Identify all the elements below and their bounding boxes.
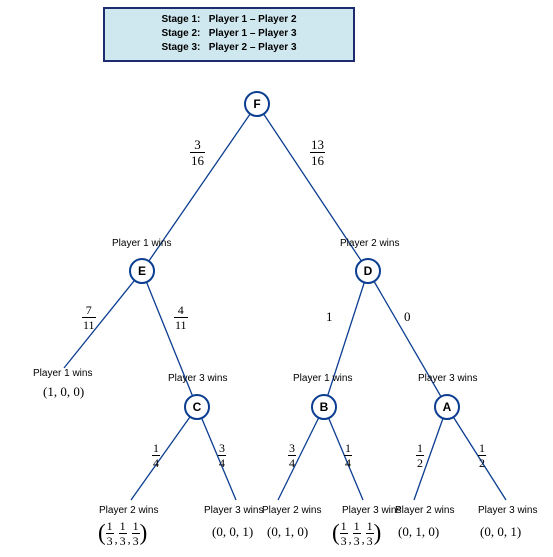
branch-outcome-label: Player 1 wins bbox=[112, 238, 171, 249]
tree-node-A: A bbox=[434, 394, 460, 420]
branch-outcome-label: Player 3 wins bbox=[342, 505, 401, 516]
tree-node-D: D bbox=[355, 258, 381, 284]
tree-edges bbox=[0, 0, 553, 557]
edge-probability: 1 bbox=[326, 309, 333, 325]
payoff-vector: (13,13,13) bbox=[98, 520, 147, 547]
edge-probability: 316 bbox=[190, 138, 205, 167]
tree-node-F: F bbox=[244, 91, 270, 117]
payoff-vector: (0, 0, 1) bbox=[480, 524, 521, 540]
branch-outcome-label: Player 2 wins bbox=[395, 505, 454, 516]
edge-probability: 12 bbox=[478, 442, 486, 469]
branch-outcome-label: Player 1 wins bbox=[293, 373, 352, 384]
edge-probability: 411 bbox=[174, 304, 188, 331]
edge-probability: 14 bbox=[344, 442, 352, 469]
edge-probability: 1316 bbox=[310, 138, 325, 167]
payoff-vector: (13,13,13) bbox=[332, 520, 381, 547]
branch-outcome-label: Player 3 wins bbox=[204, 505, 263, 516]
branch-outcome-label: Player 2 wins bbox=[262, 505, 321, 516]
edge-probability: 12 bbox=[416, 442, 424, 469]
tree-node-B: B bbox=[311, 394, 337, 420]
tree-node-E: E bbox=[129, 258, 155, 284]
edge-probability: 34 bbox=[288, 442, 296, 469]
branch-outcome-label: Player 2 wins bbox=[340, 238, 399, 249]
tree-node-C: C bbox=[184, 394, 210, 420]
branch-outcome-label: Player 3 wins bbox=[478, 505, 537, 516]
payoff-vector: (1, 0, 0) bbox=[43, 384, 84, 400]
branch-outcome-label: Player 2 wins bbox=[99, 505, 158, 516]
branch-outcome-label: Player 3 wins bbox=[168, 373, 227, 384]
edge-probability: 34 bbox=[218, 442, 226, 469]
payoff-vector: (0, 1, 0) bbox=[267, 524, 308, 540]
payoff-vector: (0, 0, 1) bbox=[212, 524, 253, 540]
edge-probability: 711 bbox=[82, 304, 96, 331]
branch-outcome-label: Player 1 wins bbox=[33, 368, 92, 379]
branch-outcome-label: Player 3 wins bbox=[418, 373, 477, 384]
edge-probability: 14 bbox=[152, 442, 160, 469]
edge-probability: 0 bbox=[404, 309, 411, 325]
payoff-vector: (0, 1, 0) bbox=[398, 524, 439, 540]
